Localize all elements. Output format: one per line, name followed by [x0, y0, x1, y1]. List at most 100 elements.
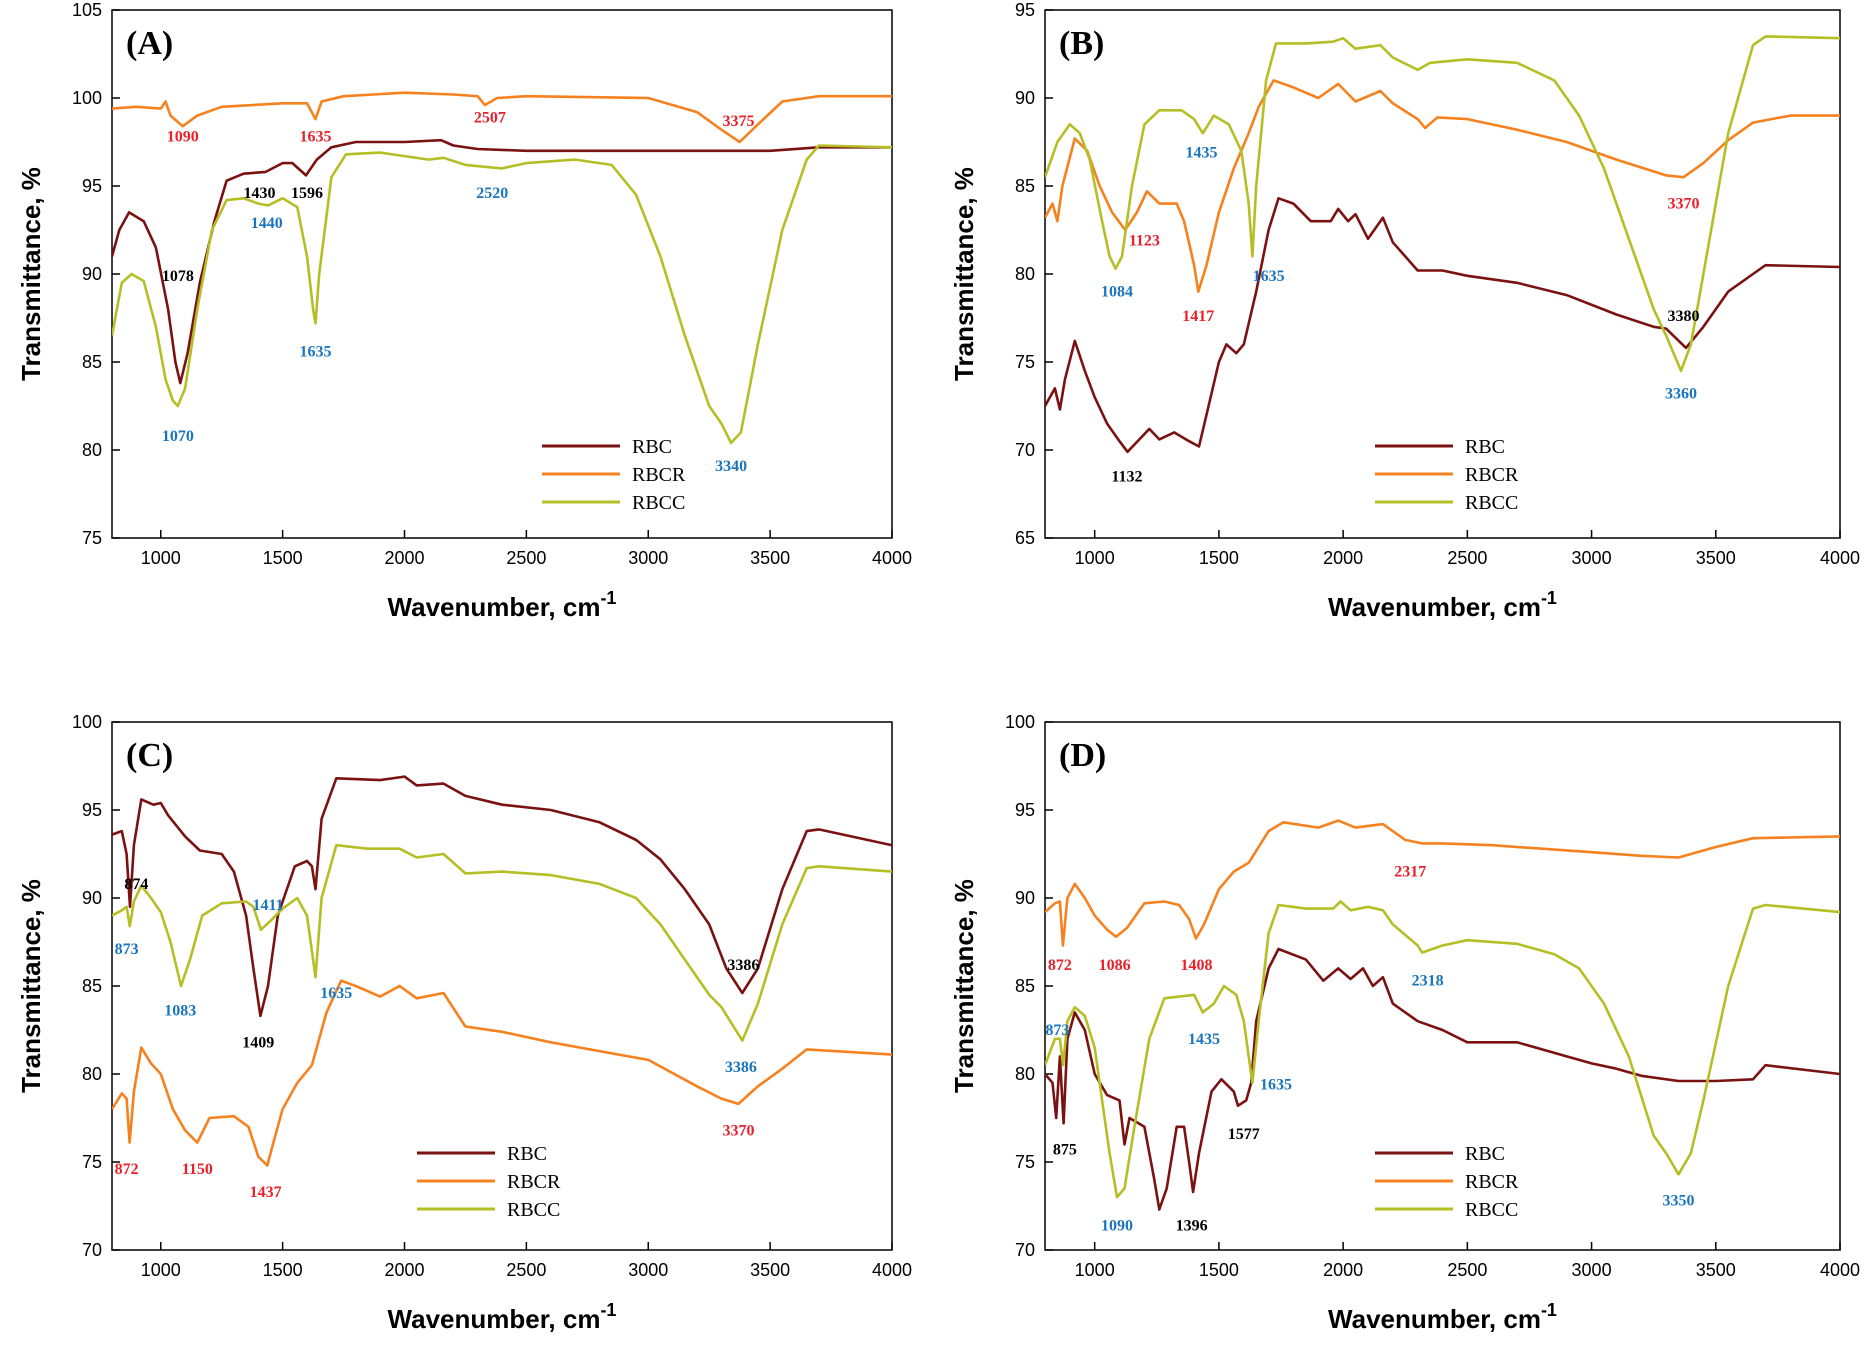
x-tick-label-b-0: 1000: [1075, 548, 1115, 568]
y-tick-label-d-5: 95: [1015, 800, 1035, 820]
series-line-rbcc-d: [1045, 900, 1840, 1199]
y-tick-label-b-1: 70: [1015, 440, 1035, 460]
y-tick-label-d-4: 90: [1015, 888, 1035, 908]
y-tick-label-a-0: 75: [82, 528, 102, 548]
legend-label-rbc-b: RBC: [1465, 436, 1505, 458]
y-tick-label-a-1: 80: [82, 440, 102, 460]
peak-annotation-c-2: 1411: [252, 897, 283, 914]
x-axis-title-b: Wavenumber, cm-1: [1328, 588, 1557, 622]
x-tick-label-a-2: 2000: [384, 548, 424, 568]
peak-annotation-c-9: 872: [115, 1161, 139, 1178]
panel-label-b: (B): [1059, 25, 1104, 62]
panel-a: 1000 1500 2000 2500 3000 3500 4000 75 80 85 90 95 10…: [16, 0, 912, 622]
peak-annotation-c-0: 874: [124, 876, 148, 893]
y-tick-label-d-3: 85: [1015, 976, 1035, 996]
peak-annotation-a-10: 1070: [162, 428, 194, 445]
peak-annotation-d-2: 1408: [1181, 957, 1213, 974]
x-tick-label-b-3: 2500: [1447, 548, 1487, 568]
peak-annotation-d-0: 872: [1048, 957, 1072, 974]
x-axis-title-text-d: Wavenumber, cm: [1328, 1304, 1541, 1334]
peak-annotation-d-4: 2318: [1412, 973, 1444, 990]
panel-b: 1000 1500 2000 2500 3000 3500 4000 65 70 75 80 85 90…: [949, 0, 1860, 622]
peak-annotation-d-12: 3350: [1663, 1193, 1695, 1210]
y-tick-label-c-3: 85: [82, 976, 102, 996]
peak-annotation-a-5: 1430: [243, 185, 275, 202]
y-tick-label-c-5: 95: [82, 800, 102, 820]
peak-annotation-a-7: 1440: [251, 215, 283, 232]
panel-label-a: (A): [126, 25, 173, 62]
peak-annotation-a-11: 3340: [715, 458, 747, 475]
peak-annotation-a-8: 2520: [476, 185, 508, 202]
peak-annotation-a-6: 1596: [291, 185, 323, 202]
series-line-rbc-b: [1045, 197, 1840, 454]
y-tick-label-b-6: 95: [1015, 0, 1035, 20]
peak-annotation-c-5: 1409: [242, 1034, 274, 1051]
series-line-rbc-c: [112, 775, 892, 1018]
x-tick-label-d-6: 4000: [1820, 1260, 1860, 1280]
panel-c: 1000 1500 2000 2500 3000 3500 4000 70 75 80 85 90 95…: [16, 712, 912, 1334]
x-tick-label-b-4: 3000: [1572, 548, 1612, 568]
x-tick-label-a-4: 3000: [628, 548, 668, 568]
peak-annotation-d-10: 1090: [1101, 1217, 1133, 1234]
x-tick-label-d-0: 1000: [1075, 1260, 1115, 1280]
y-tick-label-d-1: 75: [1015, 1152, 1035, 1172]
y-tick-label-b-5: 90: [1015, 88, 1035, 108]
y-axis-title-a: Transmittance, %: [16, 167, 46, 381]
plot-frame-c: [111, 721, 893, 1251]
peak-annotation-c-10: 1150: [182, 1161, 213, 1178]
legend-c: RBC RBCR RBCC: [417, 1143, 561, 1221]
legend-label-rbc-a: RBC: [632, 436, 672, 458]
peak-annotation-b-2: 1084: [1101, 284, 1133, 301]
x-axis-title-c: Wavenumber, cm-1: [388, 1300, 617, 1334]
peak-annotation-b-1: 1123: [1129, 233, 1160, 250]
peak-annotation-d-3: 2317: [1394, 864, 1426, 881]
y-tick-label-d-0: 70: [1015, 1240, 1035, 1260]
legend-label-rbcr-a: RBCR: [632, 464, 686, 486]
x-tick-label-a-5: 3500: [750, 548, 790, 568]
peak-annotation-a-1: 1635: [300, 129, 332, 146]
x-tick-label-b-2: 2000: [1323, 548, 1363, 568]
series-line-rbcr-d: [1045, 819, 1840, 947]
x-tick-label-c-2: 2000: [384, 1260, 424, 1280]
peak-annotation-d-9: 1577: [1228, 1126, 1260, 1143]
peak-annotation-b-5: 3370: [1667, 196, 1699, 213]
x-tick-label-c-6: 4000: [872, 1260, 912, 1280]
peak-annotation-b-6: 3380: [1667, 308, 1699, 325]
y-tick-label-c-1: 75: [82, 1152, 102, 1172]
peak-annotation-a-9: 1635: [300, 343, 332, 360]
y-tick-label-d-2: 80: [1015, 1064, 1035, 1084]
panel-label-c: (C): [126, 737, 173, 774]
series-line-rbcc-b: [1045, 35, 1840, 373]
plot-frame-a: [111, 9, 893, 539]
peak-annotation-c-4: 1635: [320, 985, 352, 1002]
peak-annotation-c-8: 3370: [722, 1122, 754, 1139]
series-line-rbcr-b: [1045, 79, 1840, 293]
x-tick-label-b-1: 1500: [1199, 548, 1239, 568]
peak-annotation-c-3: 1083: [164, 1003, 196, 1020]
peak-annotation-c-1: 873: [115, 941, 139, 958]
x-axis-title-text-b: Wavenumber, cm: [1328, 592, 1541, 622]
x-tick-label-a-3: 2500: [506, 548, 546, 568]
x-tick-label-b-5: 3500: [1696, 548, 1736, 568]
y-tick-label-b-3: 80: [1015, 264, 1035, 284]
peak-annotation-a-3: 3375: [722, 113, 754, 130]
y-axis-title-d: Transmittance, %: [949, 879, 979, 1093]
x-axis-title-sup-b: -1: [1541, 588, 1557, 608]
peak-annotation-b-0: 1435: [1186, 145, 1218, 162]
peak-annotation-a-0: 1090: [167, 129, 199, 146]
legend-label-rbcr-d: RBCR: [1465, 1171, 1519, 1193]
peak-annotation-b-7: 3360: [1665, 386, 1697, 403]
peak-annotation-d-6: 1435: [1188, 1031, 1220, 1048]
legend-d: RBC RBCR RBCC: [1375, 1143, 1519, 1221]
x-tick-label-c-3: 2500: [506, 1260, 546, 1280]
y-tick-label-b-2: 75: [1015, 352, 1035, 372]
legend-label-rbcc-b: RBCC: [1465, 492, 1518, 514]
x-axis-title-sup-c: -1: [600, 1300, 616, 1320]
peak-annotation-a-2: 2507: [474, 109, 506, 126]
x-tick-label-a-6: 4000: [872, 548, 912, 568]
series-line-rbc-a: [112, 138, 892, 385]
x-tick-label-d-4: 3000: [1572, 1260, 1612, 1280]
x-tick-label-d-2: 2000: [1323, 1260, 1363, 1280]
x-tick-label-a-1: 1500: [263, 548, 303, 568]
